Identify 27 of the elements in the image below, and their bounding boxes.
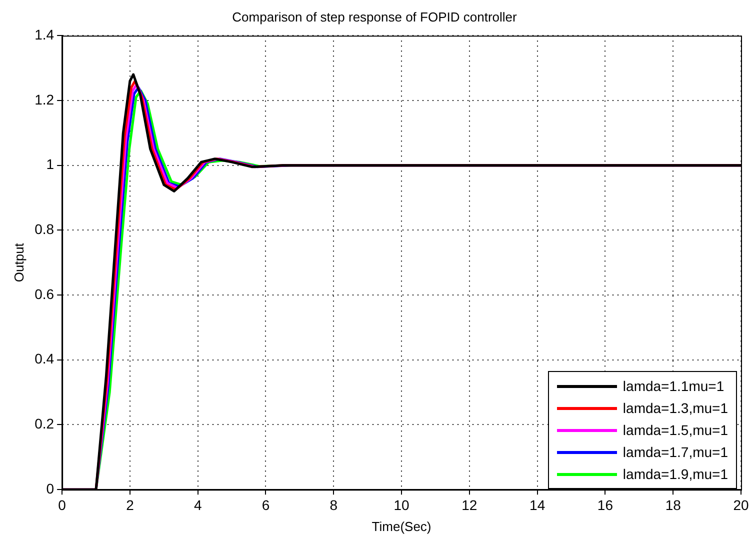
x-axis-title: Time(Sec)	[372, 518, 432, 534]
legend-label: lamda=1.1mu=1	[622, 378, 724, 394]
y-tick-label: 0	[46, 480, 54, 496]
legend-label: lamda=1.5,mu=1	[622, 422, 728, 438]
x-tick-label: 2	[126, 496, 134, 513]
y-tick-label: 1.2	[34, 91, 54, 108]
y-tick-label: 0.6	[34, 286, 54, 302]
y-tick-label: 0.8	[34, 221, 54, 238]
x-tick-label: 20	[733, 496, 749, 513]
y-tick-label: 1.4	[34, 26, 54, 42]
x-tick-label: 16	[597, 496, 614, 513]
x-tick-label: 8	[330, 496, 338, 513]
y-axis-title: Output	[11, 242, 26, 282]
x-tick-label: 4	[194, 496, 202, 513]
x-tick-label: 6	[262, 496, 270, 513]
x-tick-label: 12	[462, 496, 478, 513]
chart-title: Comparison of step response of FOPID controller	[232, 9, 518, 24]
x-tick-label: 14	[530, 496, 546, 513]
legend-label: lamda=1.9,mu=1	[622, 466, 728, 482]
y-tick-label: 0.2	[34, 416, 54, 432]
x-tick-label: 18	[665, 496, 682, 513]
y-tick-label: 1	[46, 156, 54, 172]
y-tick-label: 0.4	[34, 350, 54, 367]
x-tick-label: 0	[58, 496, 66, 513]
legend-label: lamda=1.3,mu=1	[622, 400, 728, 416]
legend-label: lamda=1.7,mu=1	[622, 444, 728, 460]
x-tick-label: 10	[394, 496, 410, 513]
